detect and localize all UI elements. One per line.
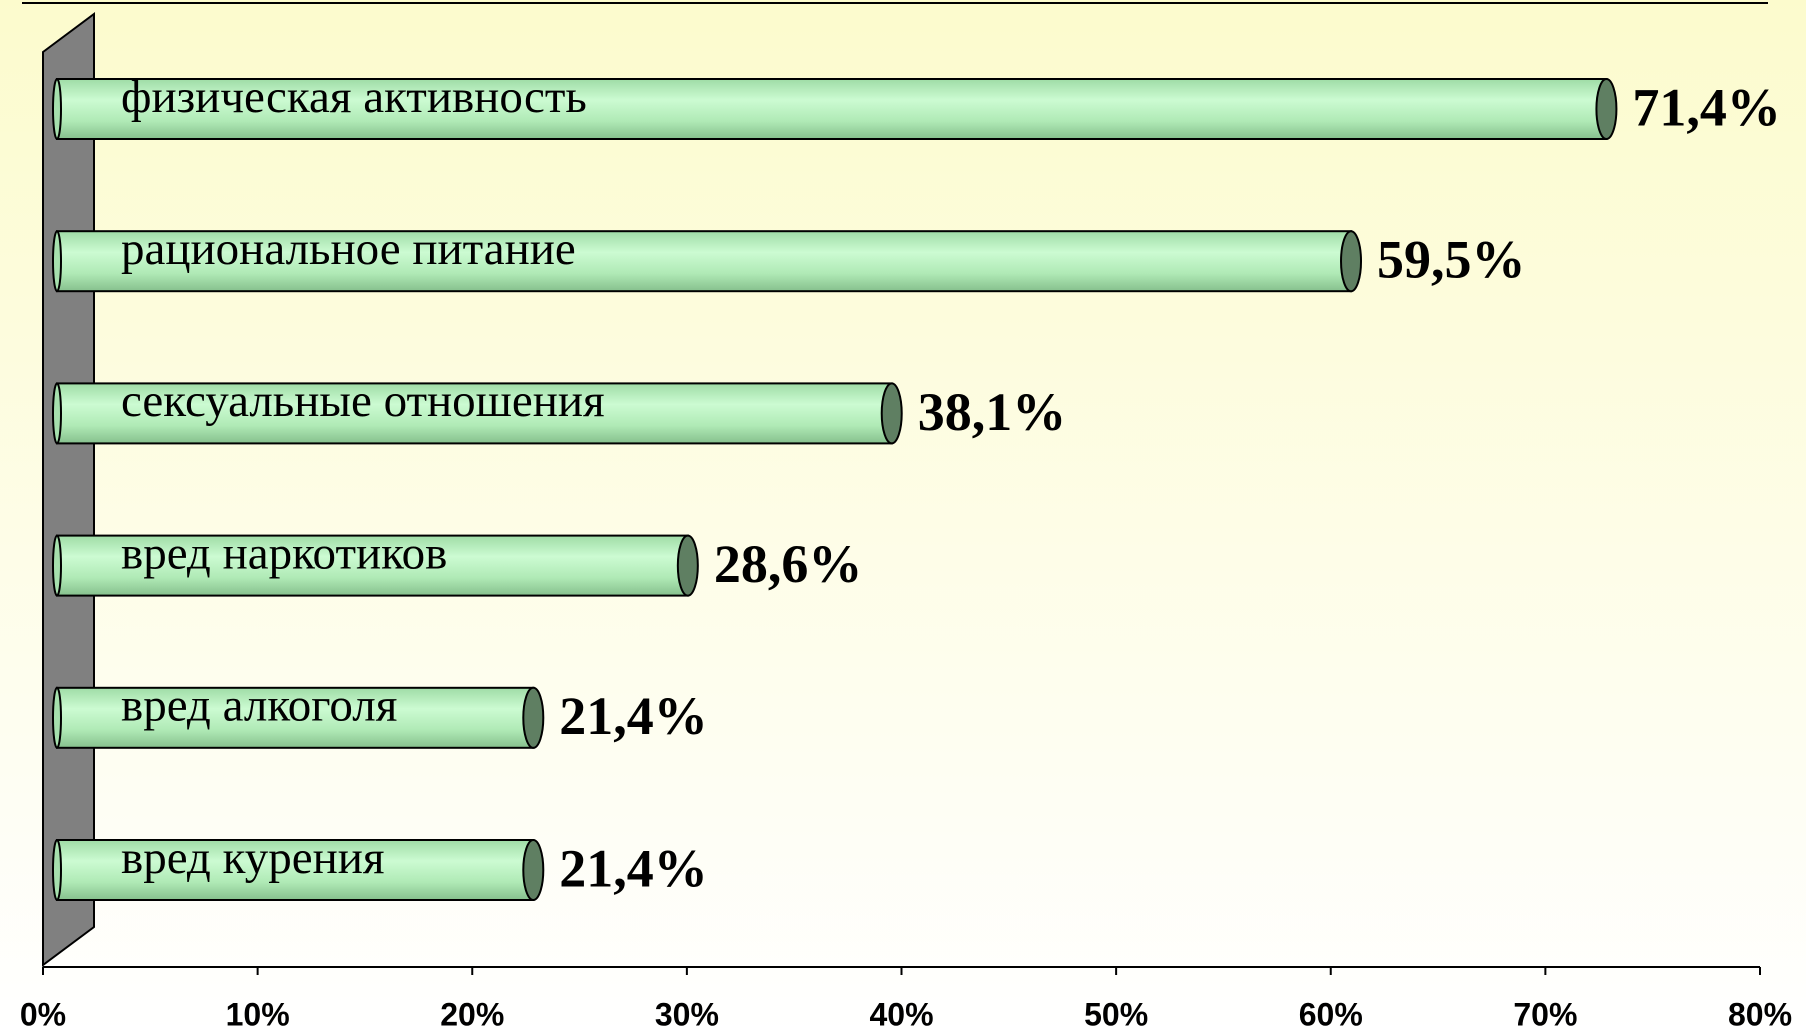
bar-body	[56, 686, 535, 749]
bar	[52, 230, 1363, 293]
x-tick-label: 10%	[226, 996, 290, 1032]
bar-start-cap	[52, 230, 62, 293]
value-label: 21,4%	[559, 838, 708, 898]
value-label: 71,4%	[1632, 77, 1781, 137]
value-label: 21,4%	[559, 686, 708, 746]
x-tick-label: 60%	[1299, 996, 1363, 1032]
x-tick-label: 70%	[1513, 996, 1577, 1032]
value-label: 38,1%	[918, 382, 1066, 442]
bar-start-cap	[52, 534, 62, 597]
bar-end-cap	[522, 686, 545, 749]
bar	[52, 78, 1618, 140]
value-label: 28,6%	[714, 534, 863, 594]
category-label: вред курения	[121, 832, 385, 884]
bar-end-cap	[1595, 78, 1618, 140]
bar	[52, 686, 545, 749]
bar-start-cap	[52, 686, 62, 749]
x-tick-label: 40%	[869, 996, 933, 1032]
x-tick-label: 50%	[1084, 996, 1148, 1032]
category-label: рациональное питание	[121, 223, 576, 275]
bar	[52, 534, 699, 597]
bar-end-cap	[676, 534, 699, 597]
x-tick-label: 80%	[1728, 996, 1792, 1032]
x-tick-label: 30%	[655, 996, 719, 1032]
bar-start-cap	[52, 839, 62, 901]
x-tick-label: 20%	[440, 996, 504, 1032]
bar-end-cap	[1340, 230, 1363, 293]
bar-end-cap	[880, 382, 903, 445]
bar-body	[56, 534, 689, 597]
category-label: физическая активность	[121, 71, 587, 123]
bar-body	[56, 230, 1353, 293]
bar-start-cap	[52, 78, 62, 140]
back-wall	[42, 12, 95, 967]
value-label: 59,5%	[1377, 230, 1526, 290]
category-label: вред наркотиков	[121, 527, 447, 579]
category-label: вред алкоголя	[121, 680, 397, 732]
bar-end-cap	[522, 839, 545, 901]
bar	[52, 839, 545, 901]
category-label: сексуальные отношения	[121, 375, 605, 427]
bar	[52, 382, 903, 445]
bar-start-cap	[52, 382, 62, 445]
x-tick-label: 0%	[20, 996, 66, 1032]
